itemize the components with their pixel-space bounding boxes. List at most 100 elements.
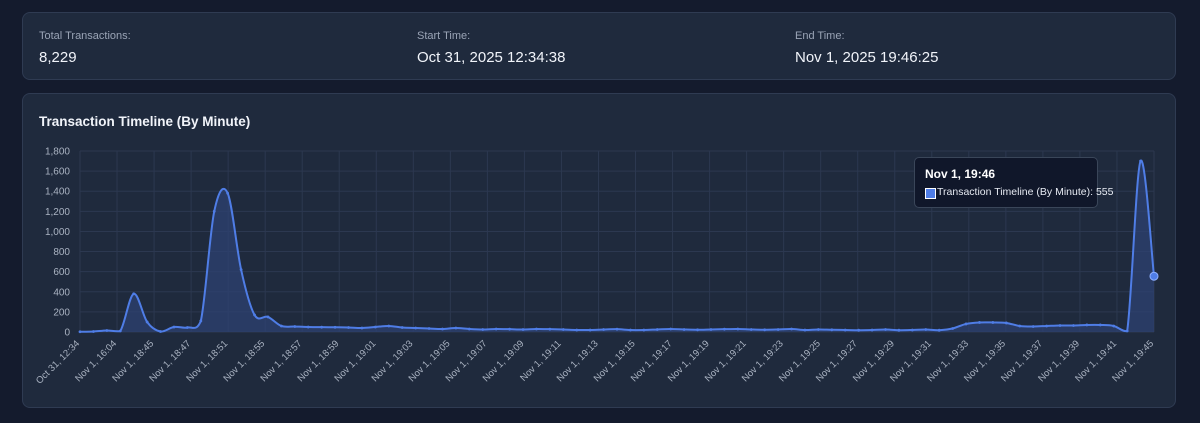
end-time-value: Nov 1, 2025 19:46:25 <box>795 49 939 66</box>
data-point <box>172 325 176 329</box>
data-point <box>387 324 391 328</box>
data-point <box>588 328 592 332</box>
end-time-label: End Time: <box>795 30 845 42</box>
data-point <box>441 327 444 331</box>
data-point <box>159 330 162 333</box>
data-point <box>306 325 310 329</box>
data-point <box>535 327 538 331</box>
data-point <box>226 191 230 195</box>
chart-tooltip: Nov 1, 19:46 Transaction Timeline (By Mi… <box>914 157 1113 208</box>
total-transactions-stat: Total Transactions: 8,229 <box>39 30 131 66</box>
data-point <box>145 320 149 324</box>
data-point <box>655 328 659 331</box>
data-point <box>682 328 686 331</box>
data-point <box>320 325 324 329</box>
data-point <box>602 328 605 331</box>
total-transactions-label: Total Transactions: <box>39 30 131 42</box>
data-point <box>279 324 283 328</box>
data-point <box>561 328 565 331</box>
data-point <box>333 325 337 329</box>
data-point <box>937 328 941 332</box>
data-point <box>910 328 914 332</box>
data-point <box>924 328 928 331</box>
data-point <box>1112 324 1116 328</box>
series-line <box>79 160 1155 333</box>
data-point <box>400 326 404 329</box>
data-point <box>749 328 753 331</box>
data-point <box>132 292 136 296</box>
data-point <box>347 326 350 329</box>
data-point <box>696 328 699 332</box>
end-time-stat: End Time: Nov 1, 2025 19:46:25 <box>795 30 938 66</box>
data-point <box>293 325 297 328</box>
data-point <box>1058 324 1062 327</box>
y-tick-label: 1,400 <box>45 187 70 198</box>
data-point <box>763 328 767 332</box>
total-transactions-value: 8,229 <box>39 49 77 66</box>
data-point <box>105 329 109 332</box>
data-point <box>709 328 713 331</box>
y-tick-label: 800 <box>53 247 70 258</box>
data-point <box>1085 323 1089 327</box>
data-point <box>723 327 726 331</box>
data-point <box>360 326 364 330</box>
y-tick-label: 0 <box>64 328 70 339</box>
y-tick-label: 600 <box>53 267 70 278</box>
y-tick-label: 1,600 <box>45 167 70 178</box>
data-point <box>521 328 525 331</box>
start-time-label: Start Time: <box>417 30 471 42</box>
data-point <box>1139 159 1142 163</box>
data-point <box>373 325 377 329</box>
data-point <box>830 328 834 332</box>
summary-card: Total Transactions: 8,229 Start Time: Oc… <box>22 12 1176 80</box>
data-point <box>615 327 619 331</box>
data-point <box>78 330 82 334</box>
y-tick-label: 1,800 <box>45 147 70 158</box>
tooltip-series-name: Transaction Timeline (By Minute) <box>937 186 1091 198</box>
data-point <box>199 319 203 323</box>
data-point <box>481 328 485 331</box>
data-point <box>1072 324 1075 327</box>
y-tick-label: 1,000 <box>45 227 70 238</box>
data-point <box>575 328 579 332</box>
y-tick-label: 400 <box>53 287 70 298</box>
data-point <box>991 321 995 324</box>
active-data-point <box>1149 271 1159 281</box>
chart-title: Transaction Timeline (By Minute) <box>39 114 251 129</box>
y-tick-label: 200 <box>53 307 70 318</box>
data-point <box>870 328 874 332</box>
tooltip-body: Transaction Timeline (By Minute): 555 <box>937 186 1114 198</box>
data-point <box>736 327 740 331</box>
data-point <box>212 209 216 213</box>
data-point <box>790 327 793 331</box>
data-point <box>964 322 968 326</box>
data-point <box>266 315 270 319</box>
data-point <box>92 330 95 333</box>
data-point <box>414 326 418 330</box>
data-point <box>508 327 511 331</box>
data-point <box>1031 325 1035 328</box>
data-point <box>1098 323 1102 327</box>
data-point <box>978 321 981 324</box>
data-point <box>642 328 646 332</box>
start-time-stat: Start Time: Oct 31, 2025 12:34:38 <box>417 30 565 66</box>
data-point <box>1045 324 1048 328</box>
data-point <box>629 328 632 332</box>
tooltip-value: 555 <box>1095 186 1114 198</box>
data-point <box>897 328 901 332</box>
data-point <box>1018 324 1022 328</box>
data-point <box>239 268 243 272</box>
data-point <box>118 329 122 333</box>
data-point <box>1004 321 1008 325</box>
data-point <box>494 327 498 331</box>
data-point <box>776 328 780 331</box>
tooltip-series-swatch <box>925 188 936 199</box>
data-point <box>857 328 861 332</box>
y-tick-label: 1,200 <box>45 207 70 218</box>
data-point <box>884 328 887 331</box>
data-point <box>669 327 673 331</box>
data-point <box>548 327 552 331</box>
data-point <box>454 326 458 330</box>
start-time-value: Oct 31, 2025 12:34:38 <box>417 49 566 66</box>
